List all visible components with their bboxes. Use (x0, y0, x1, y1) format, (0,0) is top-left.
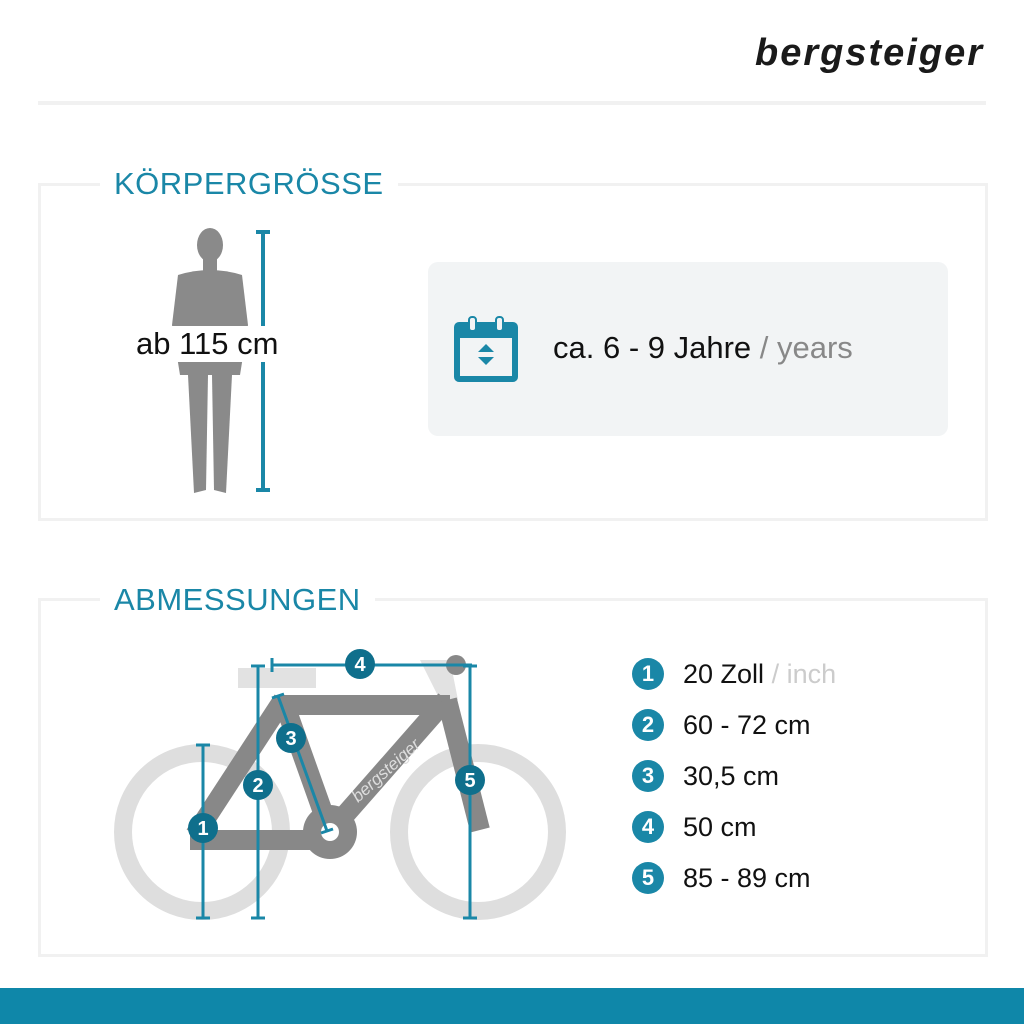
divider (38, 101, 986, 105)
dimension-lines (196, 658, 477, 920)
spec-item-2: 2 60 - 72 cm (632, 709, 811, 741)
brand-logo: bergsteiger (755, 32, 984, 74)
section-title: ABMESSUNGEN (100, 582, 375, 618)
footer-bar (0, 988, 1024, 1024)
marker-2: 2 (243, 770, 273, 800)
svg-text:2: 2 (252, 775, 263, 797)
body-height-section (38, 183, 988, 521)
marker-1: 1 (188, 813, 218, 843)
marker-3: 3 (276, 723, 306, 753)
spec-item-4: 4 50 cm (632, 811, 757, 843)
svg-text:5: 5 (464, 770, 475, 792)
marker-4: 4 (345, 649, 375, 679)
marker-5: 5 (455, 765, 485, 795)
age-text: ca. 6 - 9 Jahre / years (553, 330, 853, 365)
height-value: ab 115 cm (130, 326, 285, 362)
calendar-icon (454, 316, 518, 382)
spec-item-5: 5 85 - 89 cm (632, 862, 811, 894)
svg-text:4: 4 (354, 654, 366, 676)
spec-item-3: 3 30,5 cm (632, 760, 779, 792)
svg-text:3: 3 (285, 728, 296, 750)
spec-item-1: 1 20 Zoll / inch (632, 658, 836, 690)
section-title: KÖRPERGRÖSSE (100, 166, 398, 202)
svg-text:1: 1 (197, 818, 208, 840)
dimensions-section (38, 598, 988, 957)
